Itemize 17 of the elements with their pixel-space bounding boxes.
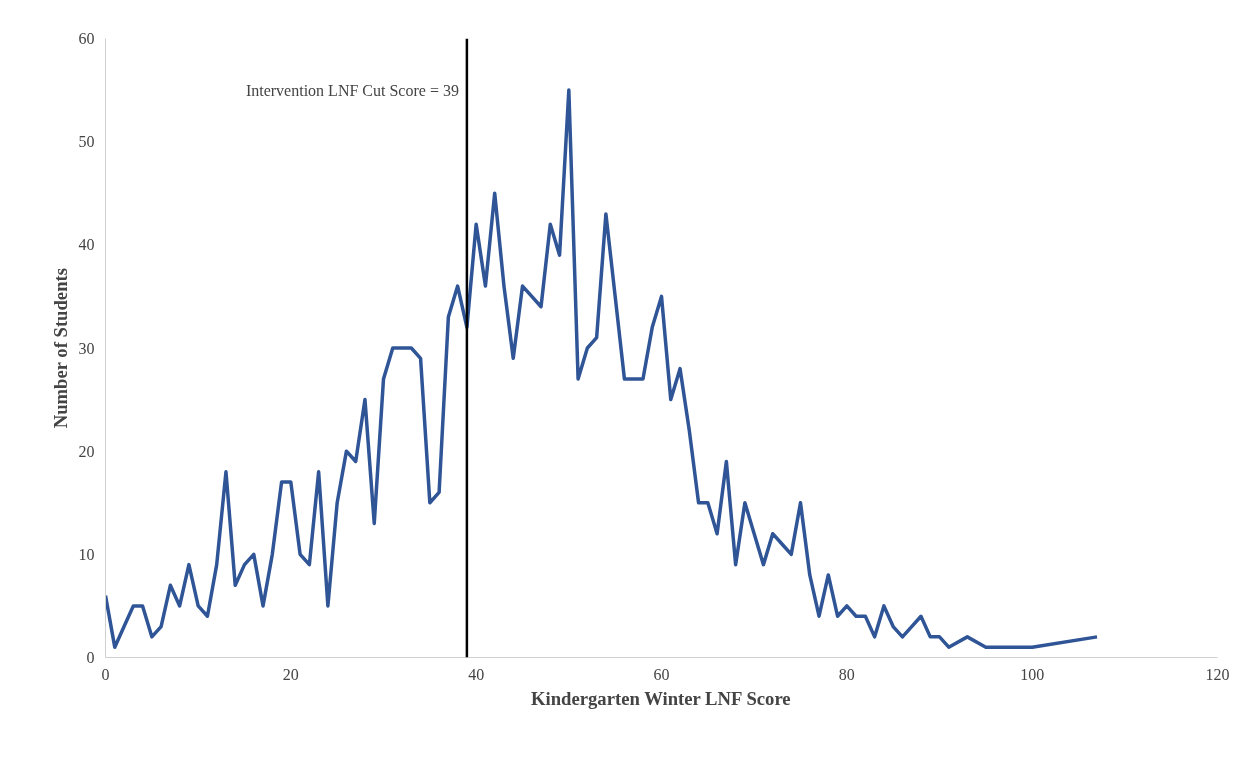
x-tick-label: 80: [838, 665, 855, 683]
x-tick-label: 0: [101, 665, 110, 683]
y-tick-label: 30: [78, 339, 95, 357]
y-tick-label: 60: [78, 30, 95, 47]
x-tick-label: 120: [1205, 665, 1230, 683]
x-tick-label: 40: [468, 665, 485, 683]
y-tick-label: 20: [78, 442, 95, 460]
x-axis-title: Kindergarten Winter LNF Score: [531, 687, 791, 709]
y-tick-label: 50: [78, 133, 95, 151]
y-tick-label: 10: [78, 545, 95, 563]
x-tick-label: 20: [282, 665, 299, 683]
y-tick-label: 40: [78, 236, 95, 254]
y-axis-title: Number of Students: [49, 268, 71, 429]
ref-line-label: Intervention LNF Cut Score = 39: [245, 81, 459, 99]
y-tick-label: 0: [86, 649, 95, 666]
x-tick-label: 100: [1020, 665, 1045, 683]
x-tick-label: 60: [653, 665, 670, 683]
